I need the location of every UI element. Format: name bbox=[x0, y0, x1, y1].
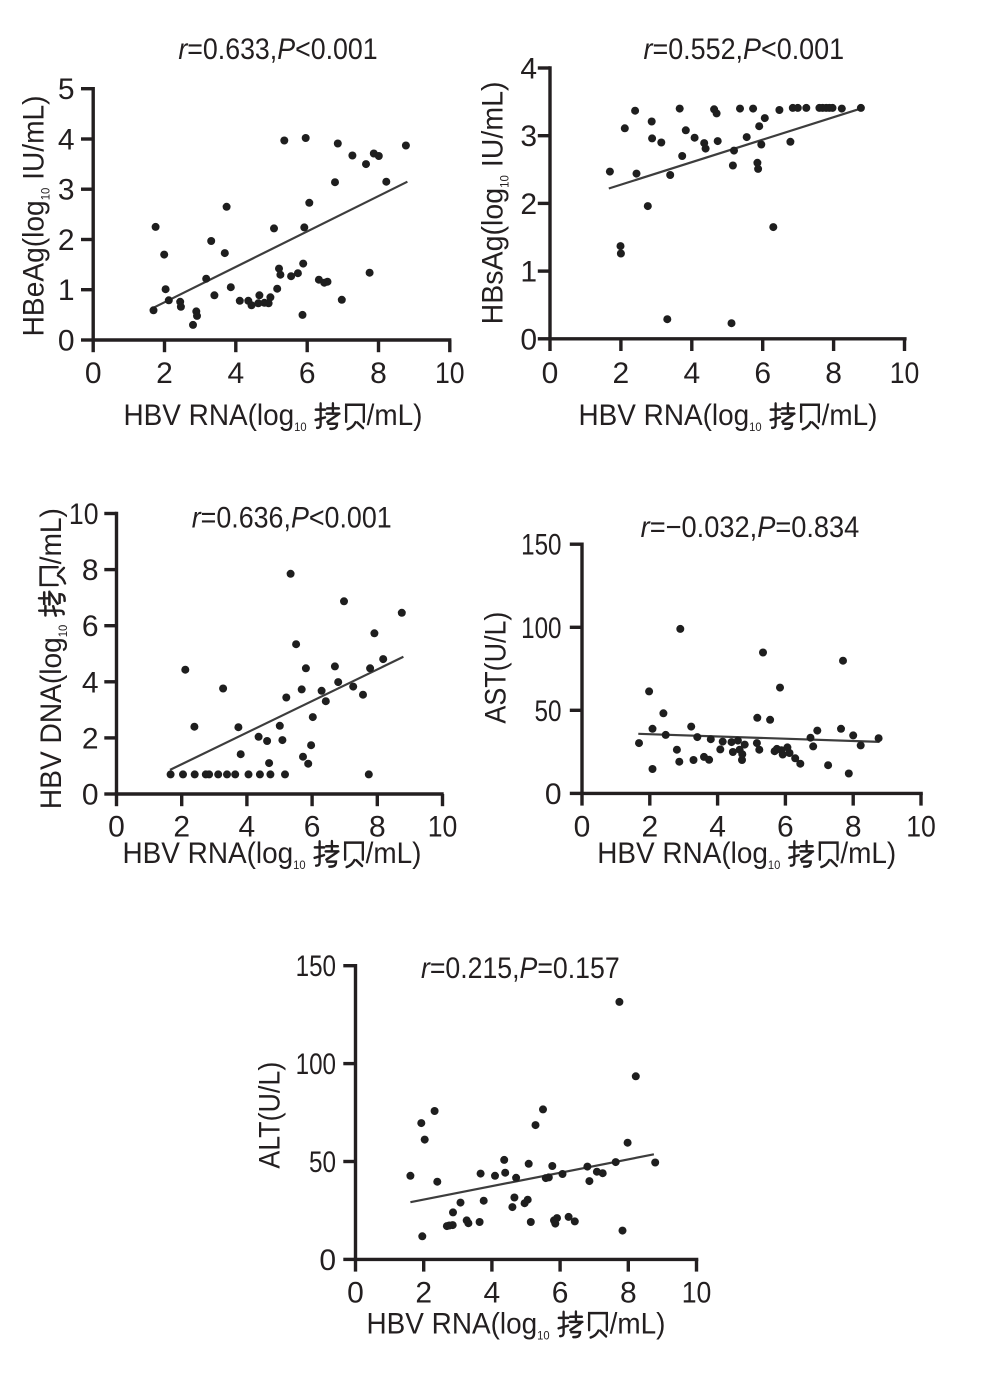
svg-text:50: 50 bbox=[309, 1145, 336, 1179]
svg-text:/mL): /mL) bbox=[35, 508, 68, 564]
svg-text:8: 8 bbox=[369, 811, 386, 844]
svg-text:4: 4 bbox=[239, 811, 256, 844]
svg-text:4: 4 bbox=[709, 811, 726, 844]
svg-text:10: 10 bbox=[906, 810, 936, 844]
svg-text:6: 6 bbox=[304, 811, 321, 844]
svg-text:8: 8 bbox=[620, 1277, 637, 1310]
svg-text:HBsAg(log10: HBsAg(log10 bbox=[476, 175, 512, 325]
svg-text:0: 0 bbox=[82, 779, 99, 812]
svg-text:10: 10 bbox=[682, 1276, 712, 1310]
svg-text:r=0.215,P=0.157: r=0.215,P=0.157 bbox=[421, 951, 620, 985]
svg-text:0: 0 bbox=[319, 1244, 336, 1277]
svg-text:100: 100 bbox=[521, 610, 561, 644]
svg-text:0: 0 bbox=[542, 357, 559, 390]
svg-text:2: 2 bbox=[82, 722, 99, 755]
svg-text:4: 4 bbox=[227, 357, 244, 390]
svg-text:AST(U/L): AST(U/L) bbox=[479, 612, 513, 724]
svg-text:8: 8 bbox=[845, 811, 862, 844]
svg-text:r=0.552,P<0.001: r=0.552,P<0.001 bbox=[644, 33, 845, 67]
svg-text:HBV RNA(log10: HBV RNA(log10 bbox=[597, 837, 780, 872]
svg-text:0: 0 bbox=[58, 325, 75, 358]
svg-text:2: 2 bbox=[58, 224, 75, 257]
svg-text:0: 0 bbox=[574, 811, 591, 844]
svg-text:r=−0.032,P=0.834: r=−0.032,P=0.834 bbox=[641, 511, 860, 545]
svg-text:r=0.633,P<0.001: r=0.633,P<0.001 bbox=[178, 33, 377, 67]
svg-text:/mL): /mL) bbox=[366, 837, 422, 870]
svg-text:0: 0 bbox=[347, 1277, 364, 1310]
svg-text:/mL): /mL) bbox=[822, 399, 878, 432]
svg-text:2: 2 bbox=[156, 357, 173, 390]
svg-text:0: 0 bbox=[545, 778, 562, 811]
svg-text:0: 0 bbox=[108, 811, 125, 844]
svg-text:HBV DNA(log10: HBV DNA(log10 bbox=[35, 624, 70, 809]
svg-text:50: 50 bbox=[534, 693, 561, 727]
svg-text:10: 10 bbox=[428, 810, 458, 844]
svg-text:HBeAg(log10: HBeAg(log10 bbox=[18, 187, 53, 336]
svg-text:6: 6 bbox=[82, 610, 99, 643]
svg-text:IU/mL): IU/mL) bbox=[476, 81, 510, 167]
svg-text:0: 0 bbox=[85, 357, 102, 390]
svg-text:1: 1 bbox=[520, 256, 537, 289]
svg-text:150: 150 bbox=[521, 527, 561, 561]
svg-text:2: 2 bbox=[415, 1277, 432, 1310]
svg-text:2: 2 bbox=[520, 188, 537, 221]
svg-text:r=0.636,P<0.001: r=0.636,P<0.001 bbox=[192, 501, 392, 535]
svg-text:HBV RNA(log10: HBV RNA(log10 bbox=[367, 1308, 550, 1343]
svg-text:5: 5 bbox=[58, 73, 75, 106]
svg-text:4: 4 bbox=[58, 124, 75, 157]
svg-text:3: 3 bbox=[58, 174, 75, 207]
svg-text:4: 4 bbox=[82, 666, 99, 699]
svg-text:1: 1 bbox=[58, 274, 75, 307]
svg-text:/mL): /mL) bbox=[840, 837, 896, 870]
svg-text:100: 100 bbox=[296, 1047, 336, 1081]
svg-text:HBV RNA(log10: HBV RNA(log10 bbox=[124, 399, 307, 434]
svg-text:8: 8 bbox=[82, 554, 99, 587]
svg-text:2: 2 bbox=[173, 811, 190, 844]
svg-text:IU/mL): IU/mL) bbox=[18, 95, 51, 179]
svg-text:10: 10 bbox=[435, 356, 465, 390]
svg-text:0: 0 bbox=[520, 323, 537, 356]
svg-text:4: 4 bbox=[683, 357, 700, 390]
svg-text:6: 6 bbox=[777, 811, 794, 844]
svg-text:2: 2 bbox=[613, 357, 630, 390]
svg-text:HBV RNA(log10: HBV RNA(log10 bbox=[579, 399, 762, 434]
svg-text:4: 4 bbox=[484, 1277, 501, 1310]
svg-text:10: 10 bbox=[890, 356, 920, 390]
svg-text:ALT(U/L): ALT(U/L) bbox=[253, 1062, 287, 1169]
svg-text:2: 2 bbox=[641, 811, 658, 844]
svg-text:/mL): /mL) bbox=[367, 399, 423, 432]
svg-text:10: 10 bbox=[69, 498, 99, 532]
svg-text:150: 150 bbox=[296, 949, 336, 983]
svg-text:3: 3 bbox=[520, 120, 537, 153]
svg-text:8: 8 bbox=[370, 357, 387, 390]
svg-text:6: 6 bbox=[299, 357, 316, 390]
svg-text:6: 6 bbox=[754, 357, 771, 390]
svg-text:6: 6 bbox=[552, 1277, 569, 1310]
svg-text:4: 4 bbox=[520, 53, 537, 86]
svg-text:HBV RNA(log10: HBV RNA(log10 bbox=[123, 837, 306, 872]
svg-text:8: 8 bbox=[825, 357, 842, 390]
svg-text:/mL): /mL) bbox=[610, 1308, 666, 1341]
